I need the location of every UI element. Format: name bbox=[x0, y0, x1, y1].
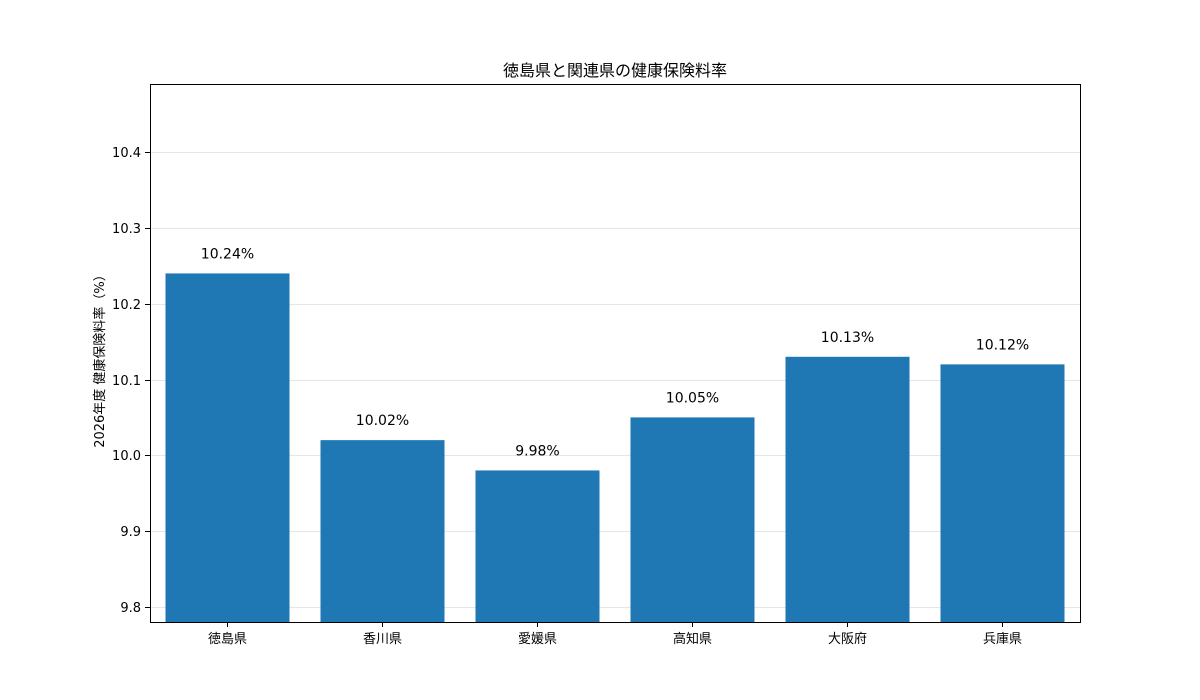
bar-value-label: 10.05% bbox=[666, 390, 719, 406]
chart-title: 徳島県と関連県の健康保険料率 bbox=[503, 61, 727, 80]
bar bbox=[165, 273, 290, 622]
bar-value-label: 10.12% bbox=[976, 337, 1029, 353]
bar-value-label: 10.02% bbox=[356, 413, 409, 429]
x-axis: 徳島県 香川県 愛媛県 高知県 大阪府 兵庫県 bbox=[208, 622, 1022, 647]
bar bbox=[785, 356, 910, 622]
grid bbox=[150, 152, 1080, 608]
bar-value-label: 10.13% bbox=[821, 330, 874, 346]
y-tick-label: 10.1 bbox=[112, 374, 141, 389]
bar bbox=[320, 440, 445, 622]
bar-value-label: 9.98% bbox=[515, 443, 559, 459]
bar bbox=[475, 470, 600, 622]
x-tick-label: 愛媛県 bbox=[518, 632, 557, 647]
data-labels: 10.24% 10.02% 9.98% 10.05% 10.13% 10.12% bbox=[201, 246, 1029, 459]
x-tick-label: 兵庫県 bbox=[983, 632, 1022, 647]
y-axis-label: 2026年度 健康保険料率（%） bbox=[92, 268, 108, 448]
bar bbox=[630, 417, 755, 622]
x-tick-label: 徳島県 bbox=[208, 632, 247, 647]
y-axis: 9.8 9.9 10.0 10.1 10.2 10.3 10.4 bbox=[112, 146, 150, 616]
x-tick-label: 大阪府 bbox=[828, 632, 867, 647]
y-tick-label: 10.4 bbox=[112, 146, 141, 161]
y-tick-label: 9.9 bbox=[120, 525, 141, 540]
bar-value-label: 10.24% bbox=[201, 246, 254, 262]
y-tick-label: 10.3 bbox=[112, 222, 141, 237]
x-tick-label: 高知県 bbox=[673, 631, 712, 647]
y-tick-label: 10.2 bbox=[112, 298, 141, 313]
y-tick-label: 9.8 bbox=[120, 601, 141, 616]
x-tick-label: 香川県 bbox=[363, 632, 402, 647]
y-tick-label: 10.0 bbox=[112, 449, 141, 464]
bars bbox=[165, 273, 1065, 622]
bar bbox=[940, 364, 1065, 622]
plot-frame bbox=[150, 84, 1081, 623]
